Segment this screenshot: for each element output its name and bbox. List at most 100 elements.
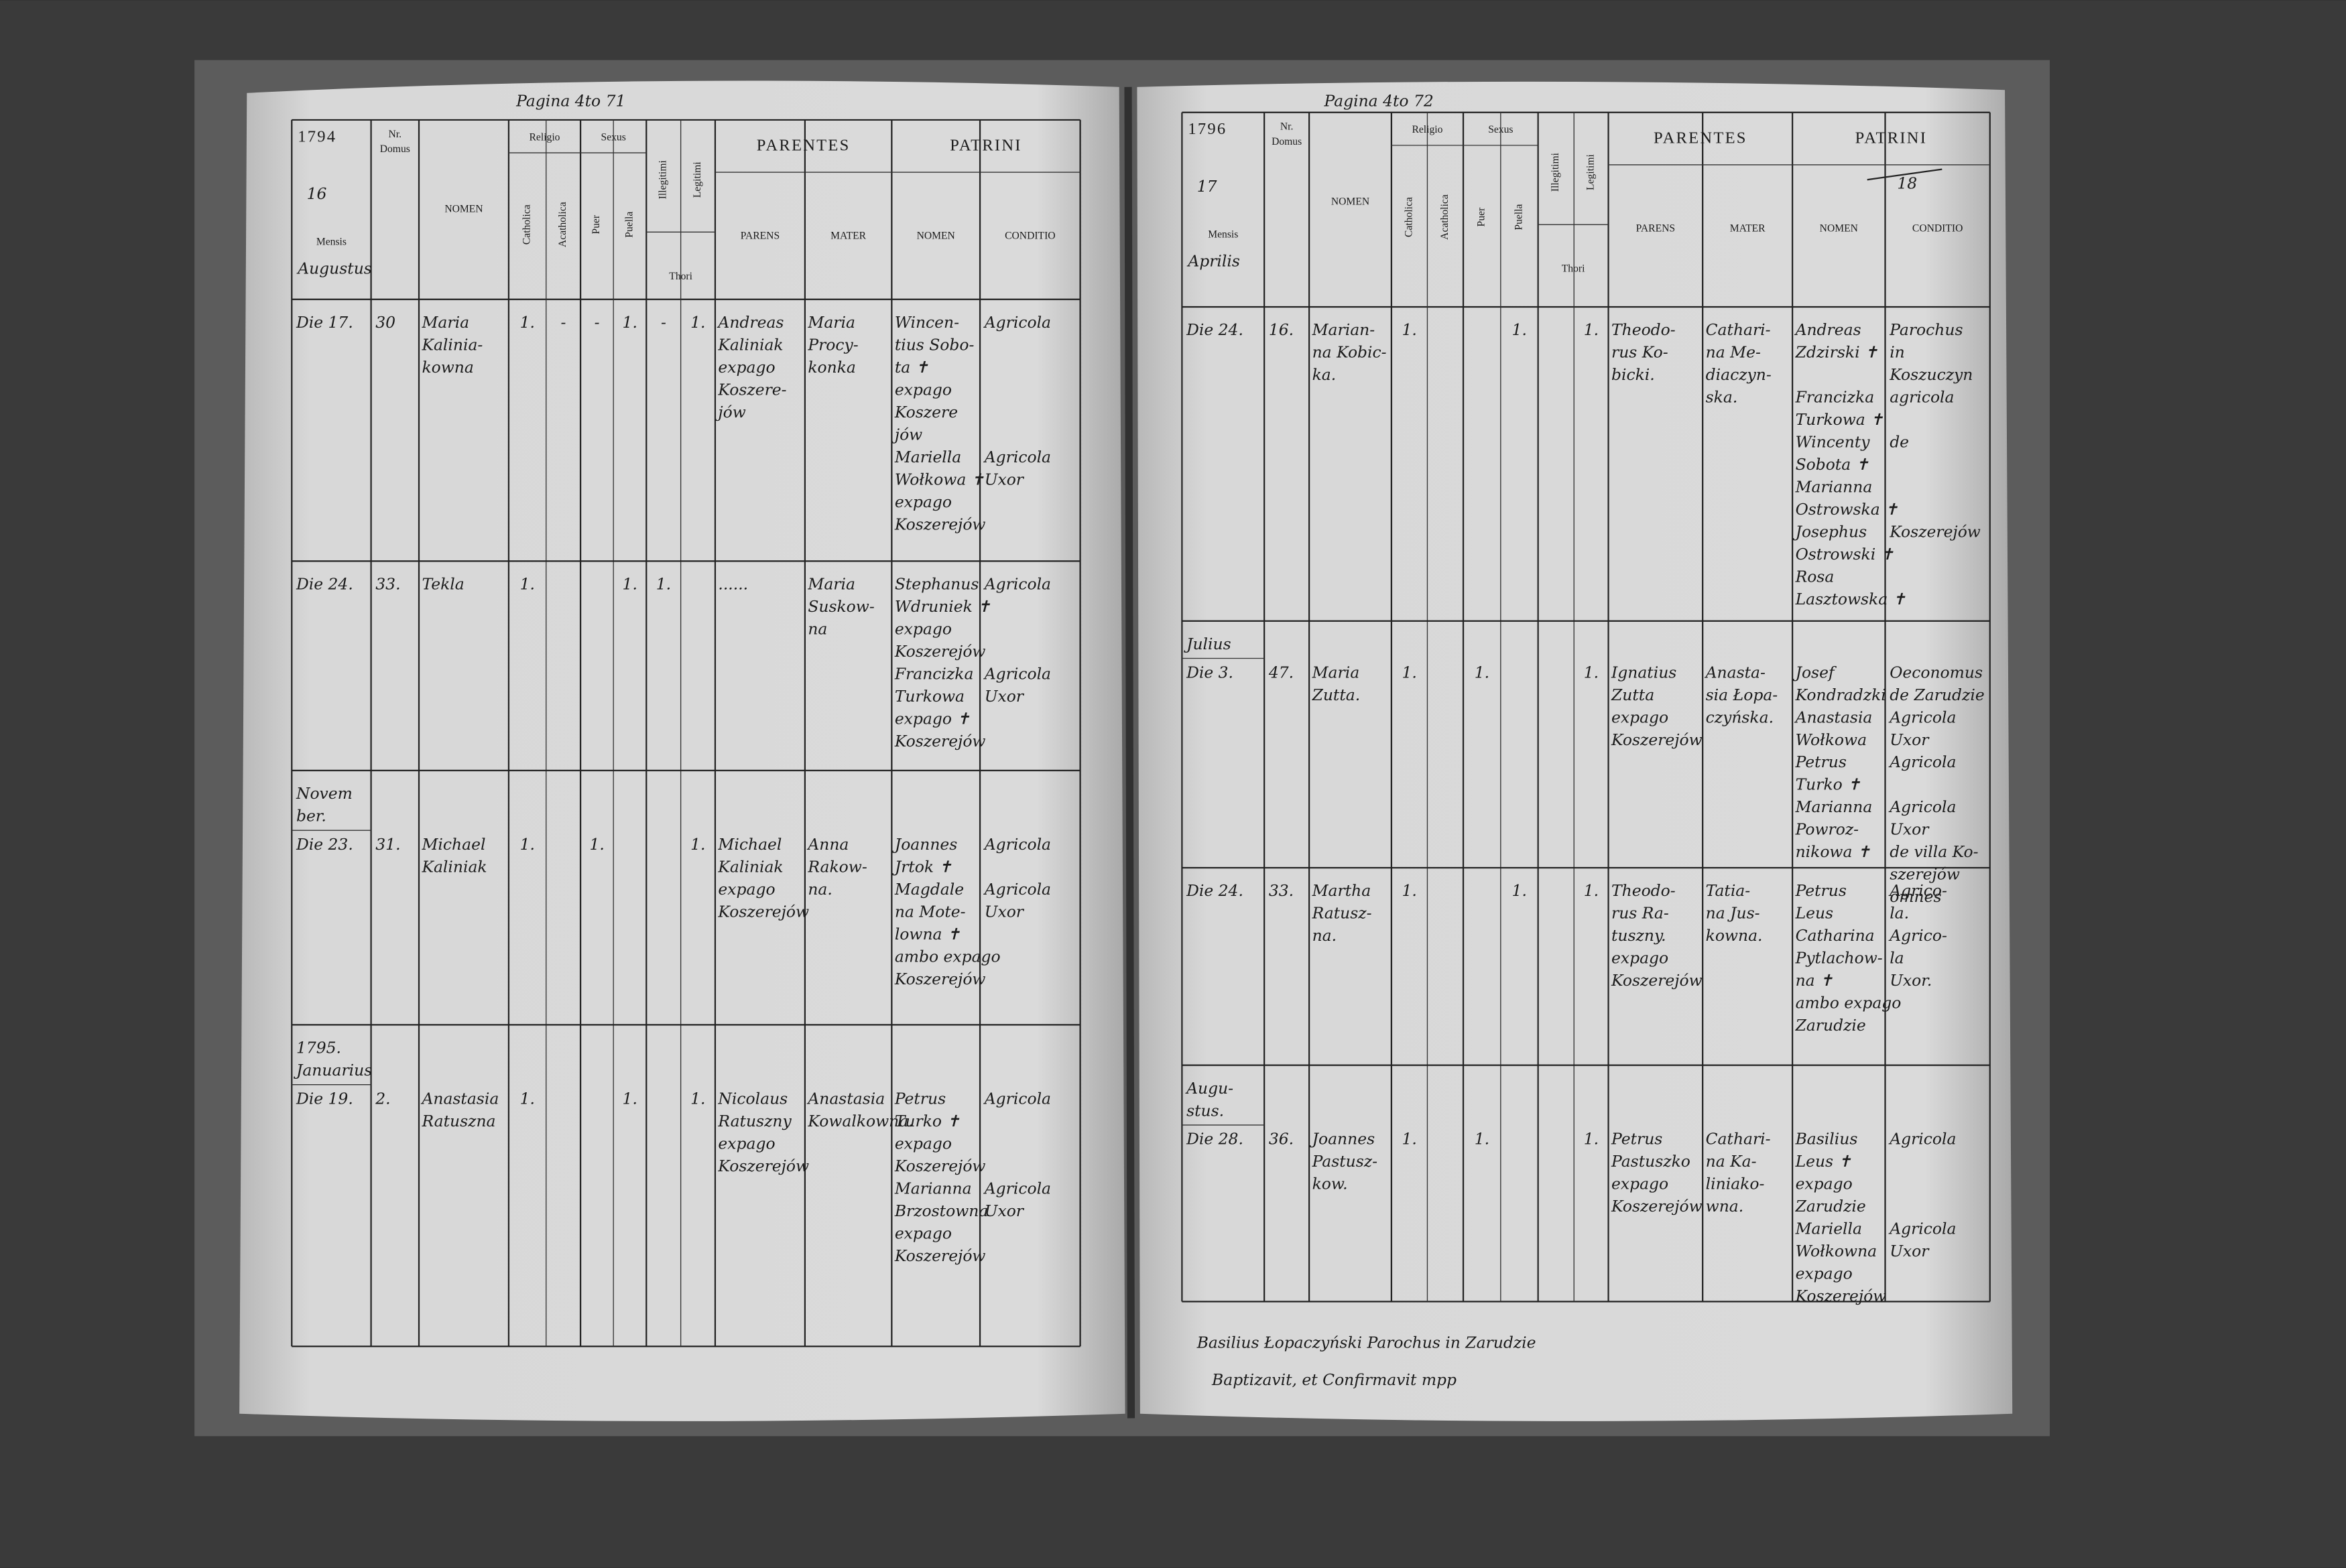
godparent: na ✝ [1796, 971, 1833, 990]
domus-label: Domus [380, 143, 410, 155]
patrini-nomen-label: NOMEN [917, 231, 955, 242]
godparent-condition: Agricola [983, 665, 1051, 683]
father: Ratuszny [717, 1112, 792, 1130]
father: Koszerejów [1611, 730, 1703, 749]
child-name: na. [1312, 926, 1337, 945]
register-mark: 1. [589, 835, 604, 854]
column-label: Puella [1513, 204, 1524, 230]
godparent-condition: de Zarudzie [1890, 685, 1985, 704]
godparent-condition: Agricola [983, 575, 1051, 594]
month-heading: 1795. [296, 1039, 341, 1057]
mother: Rakow- [807, 858, 867, 876]
child-name: Pastusz- [1312, 1152, 1378, 1171]
child-name: Kalinia- [421, 335, 483, 354]
right-sheet [1137, 81, 2013, 1421]
father: Theodo- [1611, 320, 1676, 339]
date: Die 24. [1186, 881, 1243, 900]
father: expago [1611, 949, 1668, 968]
date: Die 24. [1186, 320, 1243, 339]
godparent: expago [1796, 1264, 1853, 1283]
child-name: kow. [1312, 1175, 1348, 1193]
godparent: Andreas [1794, 320, 1861, 339]
register-mark: - [595, 313, 600, 332]
sexus-label: Sexus [601, 131, 626, 143]
date: Die 3. [1186, 663, 1233, 681]
father: Kaliniak [717, 335, 783, 354]
godparent-condition: Oeconomus [1890, 663, 1983, 681]
father: Michael [717, 835, 782, 854]
father: Koszere- [717, 380, 786, 399]
godparent-condition: Agricola [1888, 1220, 1956, 1238]
godparent: tius Sobo- [895, 335, 975, 354]
column-label: Catholica [521, 204, 532, 245]
godparent: Koszerejów [894, 1157, 986, 1175]
godparent-condition: Koszuczyn [1889, 365, 1973, 384]
godparent: expago [895, 1134, 952, 1153]
godparent: expago [1796, 1175, 1853, 1193]
godparent: Koszerejów [894, 1246, 986, 1265]
godparent: Josef [1793, 663, 1837, 681]
father: ...... [718, 575, 748, 594]
godparent-condition: Agricola [983, 1089, 1051, 1108]
parens-label: PARENS [741, 231, 780, 242]
house-number: 33. [1269, 881, 1294, 900]
mother: Anna [806, 835, 849, 854]
register-mark: 1. [1402, 320, 1416, 339]
date: Die 19. [296, 1089, 353, 1108]
child-name: Ratuszna [421, 1112, 495, 1130]
father: expago [1611, 708, 1668, 726]
father: expago [718, 358, 775, 377]
mother: Cathari- [1706, 320, 1771, 339]
child-name: Maria [1312, 663, 1360, 681]
mother: ska. [1706, 388, 1738, 407]
godparent: Marianna [894, 1179, 972, 1197]
child-name: Maria [421, 313, 469, 332]
year: 1796 [1188, 120, 1227, 138]
child-name: Martha [1312, 881, 1371, 900]
mensis-label: Mensis [316, 237, 347, 248]
godparent: nikowa ✝ [1796, 842, 1871, 861]
register-mark: 1. [1402, 1130, 1416, 1149]
godparent-condition: Agricola [1888, 708, 1956, 726]
register-mark: 1. [690, 1089, 705, 1108]
godparent-condition: de [1890, 433, 1909, 452]
column-label: Acatholica [1439, 194, 1450, 240]
date: Die 23. [296, 835, 353, 854]
godparent: Wincen- [895, 313, 959, 332]
godparent: Wdruniek ✝ [895, 597, 991, 616]
gutter [1124, 86, 1135, 1419]
godparent: Magdale [894, 880, 964, 899]
godparent: expago [895, 493, 952, 511]
column-label: Illegitimi [1550, 152, 1561, 192]
parentes-label: PARENTES [1654, 129, 1747, 147]
child-name: Joannes [1310, 1130, 1375, 1149]
godparent: Ostrowski ✝ [1796, 545, 1894, 564]
page-number: 16 [307, 184, 327, 203]
mother: na [808, 620, 827, 639]
child-name: Michael [421, 835, 485, 854]
house-number: 47. [1268, 663, 1294, 681]
godparent-condition: Uxor [1890, 820, 1930, 839]
godparent: ambo expago [1796, 994, 1902, 1012]
register-mark: - [560, 313, 566, 332]
godparent: Francizka [1795, 388, 1875, 407]
godparent-condition: in [1890, 343, 1905, 362]
house-number: 31. [375, 835, 400, 854]
mother: Tatia- [1706, 881, 1751, 900]
mater-label: MATER [1730, 222, 1766, 234]
godparent: Francizka [894, 665, 974, 683]
house-number: 30 [375, 313, 395, 332]
godparent: Mariella [1795, 1220, 1862, 1238]
register-mark: 1. [520, 835, 535, 854]
house-number: 2. [375, 1089, 390, 1108]
sexus-label: Sexus [1488, 124, 1513, 135]
godparent: Pytlachow- [1795, 949, 1883, 968]
godparent-condition: szerejów [1890, 865, 1960, 884]
register-mark: 1. [520, 575, 535, 594]
godparent-condition: de villa Ko- [1890, 842, 1978, 861]
father: rus Ra- [1611, 904, 1669, 923]
child-name: Ratusz- [1312, 904, 1372, 923]
godparent: Koszerejów [894, 515, 986, 533]
crossed-page-number: 18 [1897, 174, 1917, 192]
register-mark: 1. [1584, 1130, 1599, 1149]
